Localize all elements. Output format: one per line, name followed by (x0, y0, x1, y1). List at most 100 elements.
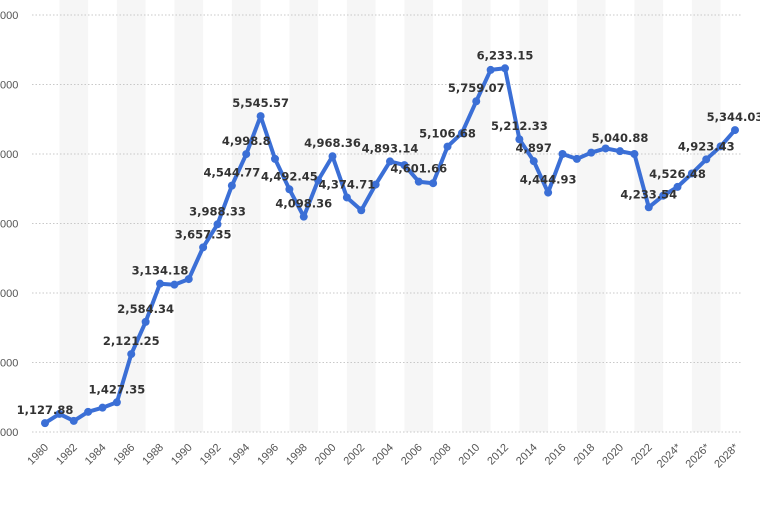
data-point (601, 144, 610, 153)
data-point (227, 181, 236, 190)
x-tick-label: 2002 (342, 442, 368, 468)
data-points (41, 64, 739, 428)
x-tick-label: 2022 (629, 442, 655, 468)
x-axis: 1980 1982 1984 1986 1988 1990 1992 1994 1996 1998… (25, 441, 741, 470)
background-band (346, 0, 376, 432)
data-point (314, 176, 323, 185)
data-point (199, 243, 208, 252)
data-point (98, 403, 107, 412)
y-tick-label: 000 (0, 219, 18, 231)
data-label: 5,344.03 (707, 110, 760, 124)
data-point (69, 416, 78, 425)
data-point (472, 97, 481, 106)
data-label: 5,759.07 (448, 81, 505, 95)
data-point (386, 157, 394, 166)
x-tick-label: 2028* (712, 441, 741, 470)
data-point (357, 206, 366, 215)
data-point (55, 409, 64, 418)
data-label: 5,545.57 (232, 96, 289, 110)
background-band (231, 0, 261, 432)
data-point (242, 150, 251, 159)
x-tick-label: 1990 (169, 442, 195, 468)
y-axis: 000 000 000 000 000 000 000 (0, 10, 18, 439)
data-point (673, 182, 682, 191)
data-label: 4,526.48 (649, 167, 706, 181)
data-label: 4,444.93 (520, 173, 577, 187)
data-label: 2,584.34 (117, 302, 174, 316)
data-point (371, 180, 380, 189)
x-tick-label: 2008 (428, 442, 454, 468)
x-tick-label: 1984 (83, 442, 109, 468)
x-tick-label: 1996 (255, 442, 281, 468)
x-tick-label: 2006 (399, 442, 425, 468)
data-point (429, 179, 438, 188)
background-band (519, 0, 549, 432)
data-point (84, 407, 93, 416)
data-point (271, 154, 279, 163)
data-point (127, 350, 136, 359)
data-label: 4,998.8 (222, 134, 271, 148)
data-label: 2,121.25 (103, 334, 160, 348)
data-point (170, 280, 179, 289)
data-point (587, 148, 596, 157)
data-labels: 1,127.88 1,427.35 2,121.25 2,584.34 3,134.18… (17, 48, 760, 417)
data-label: 4,233.54 (620, 187, 677, 201)
data-point (156, 279, 164, 288)
data-label: 4,923.43 (678, 139, 735, 153)
background-band (59, 0, 89, 432)
background-band (691, 0, 721, 432)
background-band (404, 0, 434, 432)
data-point (112, 398, 121, 407)
series-line (43, 66, 737, 426)
data-point (616, 147, 624, 156)
background-band (634, 0, 664, 432)
data-point (572, 154, 581, 163)
x-tick-label: 2004 (370, 442, 396, 468)
data-label: 1,127.88 (17, 403, 74, 417)
data-point (41, 419, 49, 428)
data-point (256, 112, 265, 121)
x-tick-label: 1986 (112, 442, 138, 468)
x-tick-label: 1998 (284, 442, 310, 468)
data-point (702, 155, 711, 164)
data-label: 1,427.35 (89, 382, 146, 396)
alternating-bands (59, 0, 721, 432)
x-tick-label: 2010 (457, 442, 483, 468)
data-point (486, 65, 495, 74)
data-label: 6,233.15 (477, 48, 534, 62)
y-tick-label: 000 (0, 10, 18, 22)
data-point (687, 169, 696, 178)
data-label: 5,040.88 (592, 131, 649, 145)
background-band (461, 0, 491, 432)
background-band (174, 0, 204, 432)
x-tick-label: 2016 (543, 442, 569, 468)
y-tick-label: 000 (0, 80, 18, 92)
x-tick-label: 1994 (227, 442, 253, 468)
data-point (342, 193, 351, 202)
data-label: 4,893.14 (362, 141, 419, 155)
x-tick-label: 2020 (600, 442, 626, 468)
x-tick-label: 2012 (485, 442, 511, 468)
data-label: 4,374.71 (319, 177, 376, 191)
x-tick-label: 1980 (25, 442, 51, 468)
data-point (443, 142, 452, 151)
x-tick-label: 2026* (684, 441, 713, 470)
x-tick-label: 2014 (514, 442, 540, 468)
background-band (576, 0, 606, 432)
y-tick-label: 000 (0, 427, 18, 439)
data-point (213, 220, 222, 229)
y-tick-label: 000 (0, 149, 18, 161)
data-point (184, 275, 193, 284)
data-point (400, 161, 409, 170)
data-point (529, 157, 538, 166)
gridlines (32, 14, 742, 433)
data-point (141, 317, 150, 326)
data-label: 5,106.68 (419, 127, 476, 141)
y-tick-label: 000 (0, 288, 18, 300)
x-tick-label: 2018 (572, 442, 598, 468)
data-label: 4,492.45 (261, 169, 318, 183)
data-point (544, 188, 553, 197)
data-point (328, 152, 337, 161)
data-point (731, 126, 739, 135)
data-point (659, 191, 668, 200)
